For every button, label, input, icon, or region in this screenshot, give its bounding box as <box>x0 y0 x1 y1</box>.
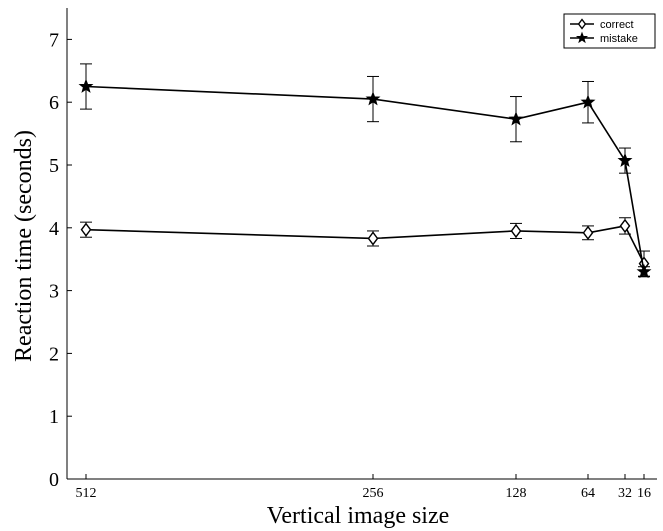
y-tick-label: 3 <box>49 281 59 303</box>
series-correct <box>80 217 650 277</box>
series-line-correct <box>85 225 645 264</box>
x-tick-label: 32 <box>618 486 632 501</box>
y-tick-label: 2 <box>49 343 59 365</box>
data-point-mistake <box>78 78 94 93</box>
x-tick-label: 128 <box>506 486 527 501</box>
y-tick-label: 7 <box>49 29 59 51</box>
x-axis-label: Vertical image size <box>267 503 450 529</box>
data-point-correct <box>619 218 631 234</box>
x-tick-label: 512 <box>76 486 97 501</box>
series-layer <box>78 63 652 279</box>
legend: correct mistake <box>563 13 656 49</box>
data-point-mistake <box>636 263 652 279</box>
series-mistake <box>78 63 652 279</box>
data-point-mistake <box>508 111 524 126</box>
x-axis-ticks: 512 256 128 64 32 16 <box>76 474 651 501</box>
data-point-correct <box>80 222 92 237</box>
legend-marker <box>577 18 587 30</box>
data-point-correct <box>510 223 522 239</box>
data-point-mistake <box>365 91 381 106</box>
y-tick-label: 0 <box>49 469 59 491</box>
legend-marker <box>575 31 589 44</box>
y-axis-ticks: 0 1 2 3 4 5 6 7 <box>49 29 72 491</box>
y-tick-label: 1 <box>49 406 59 428</box>
data-point-mistake <box>580 94 596 109</box>
legend-label: correct <box>600 19 634 31</box>
legend-label: mistake <box>600 33 638 45</box>
data-point-correct <box>582 225 594 240</box>
axes <box>66 8 657 480</box>
y-axis-label: Reaction time (seconds) <box>11 130 37 362</box>
data-point-mistake <box>617 152 633 167</box>
x-tick-label: 16 <box>637 486 651 501</box>
x-tick-label: 256 <box>363 486 384 501</box>
y-tick-label: 6 <box>49 92 59 114</box>
y-tick-label: 5 <box>49 155 59 177</box>
x-tick-label: 64 <box>581 486 595 501</box>
legend-item-correct: correct <box>570 18 634 31</box>
legend-item-mistake: mistake <box>570 31 638 45</box>
y-tick-label: 4 <box>49 218 59 240</box>
series-line-mistake <box>85 85 645 272</box>
data-point-correct <box>367 231 379 246</box>
